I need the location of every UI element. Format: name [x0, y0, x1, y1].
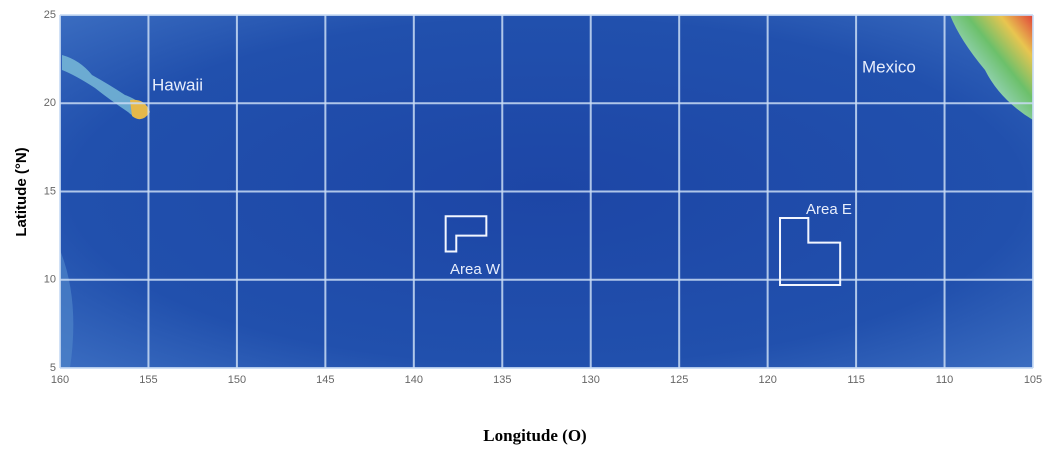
- x-tick-label: 160: [51, 374, 69, 386]
- area-label: Area E: [806, 201, 852, 218]
- x-tick-label: 150: [228, 374, 246, 386]
- x-tick-label: 155: [139, 374, 157, 386]
- place-label: Mexico: [862, 57, 916, 76]
- y-axis-label: Latitude (°N): [13, 147, 30, 236]
- x-tick-label: 140: [405, 374, 423, 386]
- x-tick-label: 105: [1024, 374, 1042, 386]
- x-axis-label: Longitude (O): [483, 426, 586, 445]
- x-tick-label: 115: [847, 374, 865, 386]
- label-backdrop: [450, 385, 620, 413]
- x-tick-label: 135: [493, 374, 511, 386]
- x-tick-label: 145: [316, 374, 334, 386]
- place-label: Hawaii: [152, 75, 203, 94]
- map: Hawaii Mexico Area W Area E Latitude (°N…: [0, 0, 1053, 449]
- x-tick-label: 130: [582, 374, 600, 386]
- y-tick-label: 25: [44, 9, 56, 21]
- x-tick-label: 120: [758, 374, 776, 386]
- y-tick-label: 5: [50, 362, 56, 374]
- y-tick-label: 20: [44, 97, 56, 109]
- x-tick-label: 110: [936, 374, 954, 386]
- y-tick-label: 15: [44, 185, 56, 197]
- y-tick-label: 10: [44, 274, 56, 286]
- x-tick-label: 125: [670, 374, 688, 386]
- area-label: Area W: [450, 261, 501, 278]
